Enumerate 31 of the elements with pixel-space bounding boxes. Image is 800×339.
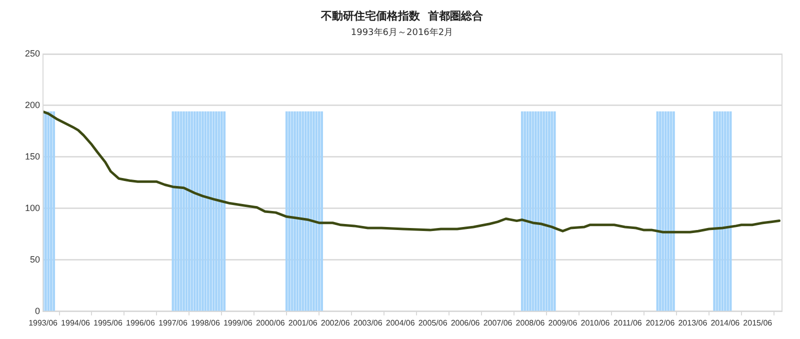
x-tick-label: 2008/06 xyxy=(516,318,546,328)
x-tick-label: 2012/06 xyxy=(646,318,676,328)
x-tick-label: 1996/06 xyxy=(126,318,156,328)
x-tick-label: 2003/06 xyxy=(353,318,383,328)
y-tick-label: 150 xyxy=(24,151,40,162)
x-tick-label: 2007/06 xyxy=(483,318,513,328)
y-tick-label: 250 xyxy=(24,48,40,58)
x-tick-label: 2009/06 xyxy=(548,318,578,328)
y-tick-label: 0 xyxy=(35,306,40,316)
x-tick-label: 1999/06 xyxy=(223,318,253,328)
x-tick-label: 2000/06 xyxy=(256,318,286,328)
x-tick-label: 2004/06 xyxy=(386,318,416,328)
x-tick-label: 2015/06 xyxy=(743,318,773,328)
y-tick-label: 50 xyxy=(30,254,40,264)
x-tick-label: 2006/06 xyxy=(450,318,480,328)
x-tick-label: 1993/06 xyxy=(28,318,58,328)
x-tick-label: 2005/06 xyxy=(418,318,448,328)
x-tick-label: 2013/06 xyxy=(678,318,708,328)
x-tick-label: 2014/06 xyxy=(710,318,740,328)
x-tick-label: 2011/06 xyxy=(614,318,642,328)
x-tick-label: 2010/06 xyxy=(580,318,610,328)
x-tick-label: 1998/06 xyxy=(190,318,220,328)
x-tick-label: 2001/06 xyxy=(288,318,318,328)
chart-subtitle: 1993年6月～2016年2月 xyxy=(350,26,454,38)
x-tick-label: 1997/06 xyxy=(158,318,188,328)
x-tick-label: 1995/06 xyxy=(94,318,123,328)
y-tick-label: 200 xyxy=(24,100,40,110)
y-tick-label: 100 xyxy=(24,202,40,213)
x-tick-label: 1994/06 xyxy=(61,318,91,328)
x-tick-label: 2002/06 xyxy=(320,318,350,328)
chart-title: 不動研住宅価格指数 首都圏総合 xyxy=(320,9,484,22)
